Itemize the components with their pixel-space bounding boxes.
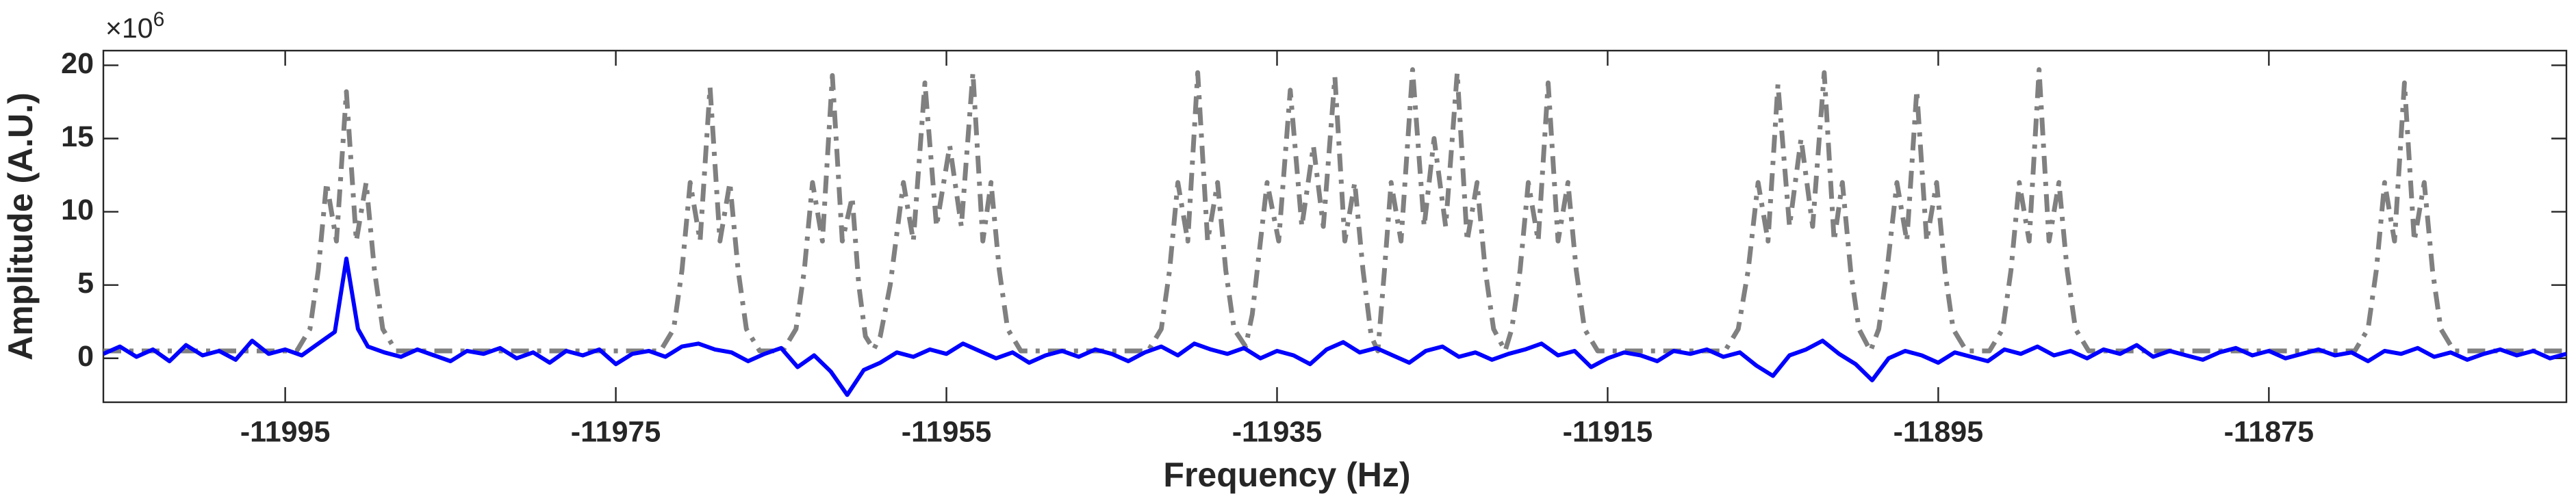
x-tick-label: -11975 xyxy=(571,415,661,448)
y-multiplier-base: ×10 xyxy=(105,12,153,44)
x-tick-label: -11915 xyxy=(1563,415,1653,448)
y-tick-label: 0 xyxy=(77,340,94,373)
y-multiplier: ×106 xyxy=(105,8,164,44)
series-line xyxy=(103,257,2566,397)
x-tick-label: -11995 xyxy=(240,415,331,448)
series-lines xyxy=(103,67,2566,397)
plot-area xyxy=(102,49,2568,404)
x-tick-label: -11875 xyxy=(2224,415,2314,448)
series-line xyxy=(103,67,2566,354)
x-tick-label: -11955 xyxy=(902,415,992,448)
y-axis-label: Amplitude (A.U.) xyxy=(1,92,40,361)
y-tick-label: 15 xyxy=(61,120,94,153)
ticks: -11995 -11975 -11955 -11935 -11915 -11895 -118… xyxy=(61,47,2566,448)
x-axis-label: Frequency (Hz) xyxy=(1163,456,1410,494)
y-multiplier-power: 6 xyxy=(153,8,165,31)
x-tick-label: -11895 xyxy=(1893,415,1984,448)
y-tick-label: 5 xyxy=(77,267,94,300)
x-tick-label: -11935 xyxy=(1232,415,1323,448)
y-tick-label: 10 xyxy=(61,194,94,226)
y-tick-label: 20 xyxy=(61,47,94,80)
